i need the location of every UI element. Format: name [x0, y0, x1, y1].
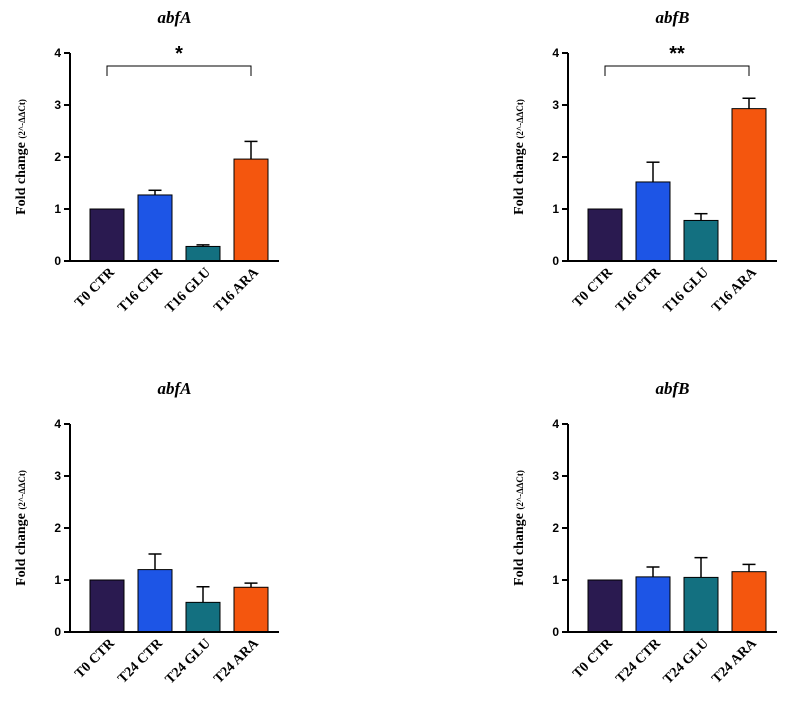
y-tick-label: 1: [54, 202, 61, 216]
category-label: T0 CTR: [570, 265, 616, 311]
bar-t0-ctr: [89, 208, 125, 262]
bar-t16-ara: [731, 108, 767, 262]
significance-bracket: [604, 65, 750, 76]
y-tick-label: 3: [552, 98, 559, 112]
y-tick-label: 1: [54, 573, 61, 587]
category-label: T0 CTR: [72, 636, 118, 682]
category-label: T0 CTR: [72, 265, 118, 311]
category-label: T0 CTR: [570, 636, 616, 682]
y-tick-label: 3: [54, 98, 61, 112]
category-label: T16 ARA: [211, 265, 262, 316]
significance-label: **: [669, 43, 685, 65]
y-tick-label: 0: [54, 625, 61, 639]
y-axis-label: Fold change (2^-ΔΔCt): [512, 99, 527, 215]
bar-t16-glu: [185, 245, 221, 262]
y-tick-label: 2: [54, 521, 61, 535]
bar-t0-ctr: [587, 579, 623, 633]
y-tick-label: 0: [552, 625, 559, 639]
y-tick-label: 2: [54, 150, 61, 164]
bar-t24-ctr: [635, 576, 671, 633]
significance-label: *: [175, 43, 183, 65]
category-label: T16 ARA: [709, 265, 760, 316]
y-tick-label: 0: [54, 254, 61, 268]
category-label: T24 ARA: [211, 636, 262, 687]
category-label: T24 GLU: [661, 636, 712, 687]
bar-t0-ctr: [89, 579, 125, 633]
y-tick-label: 2: [552, 150, 559, 164]
category-label: T16 GLU: [661, 265, 712, 316]
bar-t16-glu: [683, 219, 719, 262]
y-axis-label: Fold change (2^-ΔΔCt): [512, 470, 527, 586]
chart-title: abfB: [656, 379, 690, 398]
significance-bracket: [106, 65, 252, 76]
y-axis-label: Fold change (2^-ΔΔCt): [14, 99, 29, 215]
bar-t24-ara: [731, 571, 767, 633]
category-label: T24 GLU: [163, 636, 214, 687]
bar-t24-glu: [683, 576, 719, 633]
category-label: T24 ARA: [709, 636, 760, 687]
y-tick-label: 4: [54, 417, 61, 431]
chart-title: abfA: [158, 379, 192, 398]
y-tick-label: 3: [54, 469, 61, 483]
category-label: T16 CTR: [115, 265, 166, 316]
bar-t24-glu: [185, 601, 221, 633]
y-axis-label: Fold change (2^-ΔΔCt): [14, 470, 29, 586]
y-tick-label: 4: [54, 46, 61, 60]
bar-t16-ctr: [635, 181, 671, 262]
y-tick-label: 4: [552, 417, 559, 431]
category-label: T24 CTR: [613, 636, 664, 687]
bar-t16-ara: [233, 158, 269, 262]
bar-t0-ctr: [587, 208, 623, 262]
bar-t24-ctr: [137, 569, 173, 633]
category-label: T24 CTR: [115, 636, 166, 687]
y-tick-label: 2: [552, 521, 559, 535]
y-tick-label: 4: [552, 46, 559, 60]
chart-title: abfA: [158, 8, 192, 27]
chart-title: abfB: [656, 8, 690, 27]
y-tick-label: 1: [552, 573, 559, 587]
category-label: T16 GLU: [163, 265, 214, 316]
y-tick-label: 3: [552, 469, 559, 483]
category-label: T16 CTR: [613, 265, 664, 316]
y-tick-label: 0: [552, 254, 559, 268]
bar-t16-ctr: [137, 194, 173, 262]
bar-t24-ara: [233, 586, 269, 633]
y-tick-label: 1: [552, 202, 559, 216]
